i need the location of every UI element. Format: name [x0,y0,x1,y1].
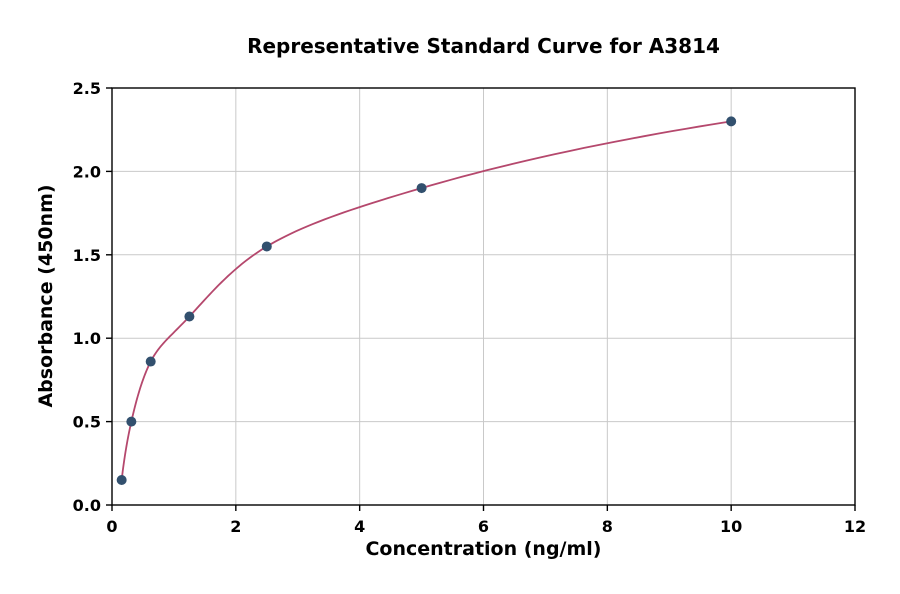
grid-lines [111,87,856,506]
y-tick-label: 2.0 [73,162,101,181]
data-point [184,311,195,322]
data-point [126,416,137,427]
standard-curve-line [120,120,732,481]
data-point [416,183,427,194]
y-tick-label: 1.0 [73,329,101,348]
data-point [261,241,272,252]
data-point [145,356,156,367]
y-tick-label: 1.5 [73,246,101,265]
y-tick-label: 0.5 [73,413,101,432]
x-tick-label: 0 [106,517,117,536]
x-tick-label: 8 [602,517,613,536]
chart-title: Representative Standard Curve for A3814 [247,34,720,58]
data-point [726,116,737,127]
x-tick-label: 4 [354,517,365,536]
x-tick-label: 10 [720,517,742,536]
tick-marks: 0 2 4 6 8 10 12 0.0 0.5 1.0 1.5 2.0 2.5 [73,79,866,536]
y-tick-label: 0.0 [73,496,101,515]
x-tick-label: 2 [230,517,241,536]
y-tick-label: 2.5 [73,79,101,98]
x-tick-label: 12 [844,517,866,536]
data-point [116,474,127,485]
x-axis-label: Concentration (ng/ml) [365,538,602,560]
data-points [116,116,737,485]
x-tick-label: 6 [478,517,489,536]
